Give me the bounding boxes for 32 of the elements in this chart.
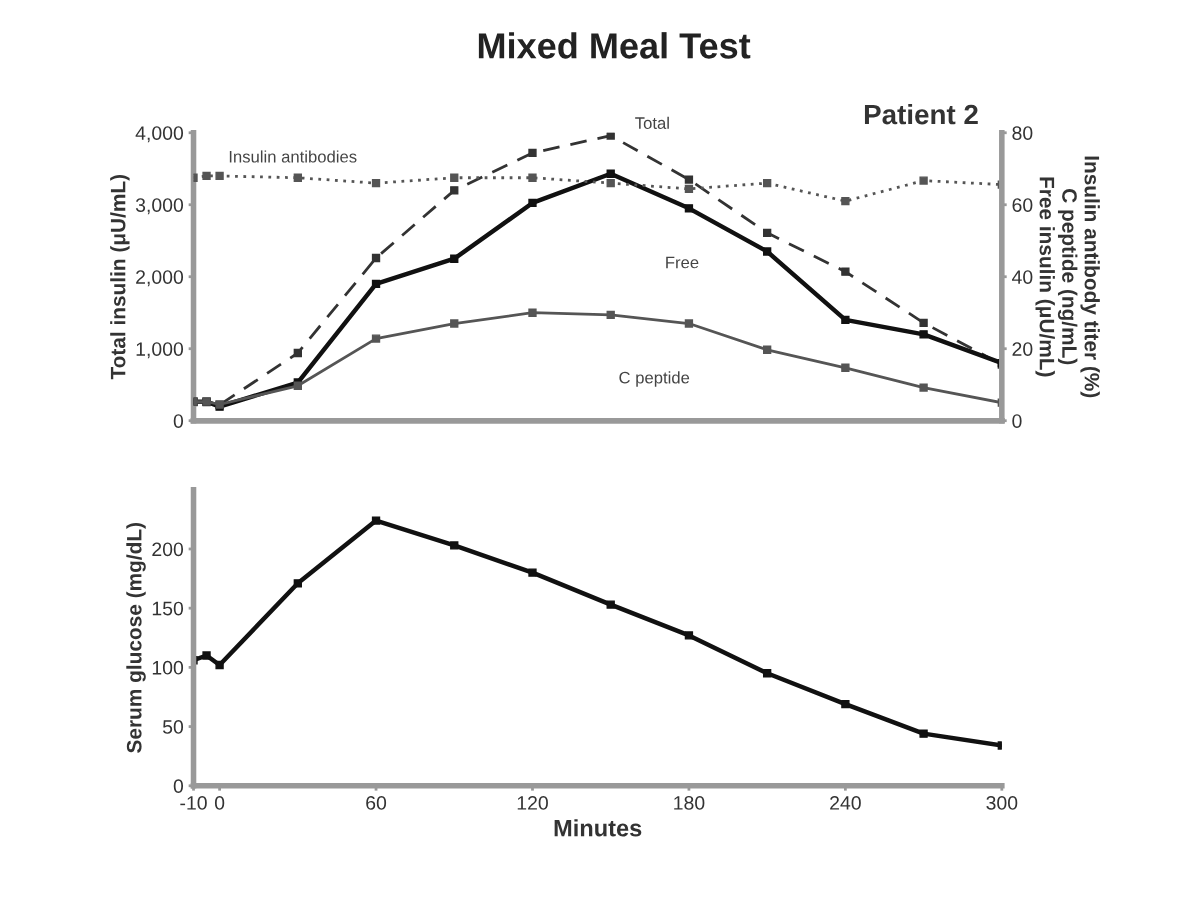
chart-title: Mixed Meal Test	[478, 32, 751, 59]
x-tick-label: -10	[180, 796, 207, 810]
y-tick-label: 50	[162, 720, 184, 734]
y-tick-label: 2,000	[136, 270, 184, 287]
y2-tick-label: 20	[1012, 342, 1033, 356]
y-tick-label: 150	[152, 601, 184, 616]
series-label: Insulin antibodies	[229, 150, 357, 163]
x-tick-label: 300	[986, 796, 1018, 810]
y-axis-title: Total insulin (μU/mL)	[110, 174, 130, 380]
x-tick-label: 0	[214, 796, 225, 810]
text: C peptide	[619, 371, 690, 387]
text: Free	[666, 256, 699, 269]
x-tick-label: 120	[517, 796, 548, 810]
chart-subtitle: Patient 2	[864, 103, 978, 125]
y-tick-label: 0	[173, 414, 184, 428]
y2-tick-label: 80	[1012, 126, 1033, 140]
x-axis-title: Minutes	[554, 819, 642, 837]
y-tick-label: 200	[152, 542, 184, 557]
x-tick-label: 60	[366, 796, 387, 810]
y-tick-label: 0	[173, 779, 184, 794]
y-tick-label: 1,000	[136, 342, 184, 359]
y2-axis-title: Insulin antibody titer (%) C peptide (ng/mL) Free insulin (μU/mL)	[1035, 156, 1100, 398]
series-label: Total	[635, 116, 669, 129]
y2-tick-label: 40	[1011, 270, 1033, 284]
x-tick-label: 240	[830, 796, 861, 810]
y2-tick-label: 0	[1012, 414, 1022, 428]
y-tick-label: 3,000	[135, 198, 184, 215]
y-tick-label: 100	[152, 660, 184, 675]
y-axis-title: Serum glucose (mg/dL)	[126, 523, 146, 753]
y2-tick-label: 60	[1012, 198, 1033, 212]
x-tick-label: 180	[674, 796, 705, 810]
y-tick-label: 4,000	[135, 126, 184, 143]
